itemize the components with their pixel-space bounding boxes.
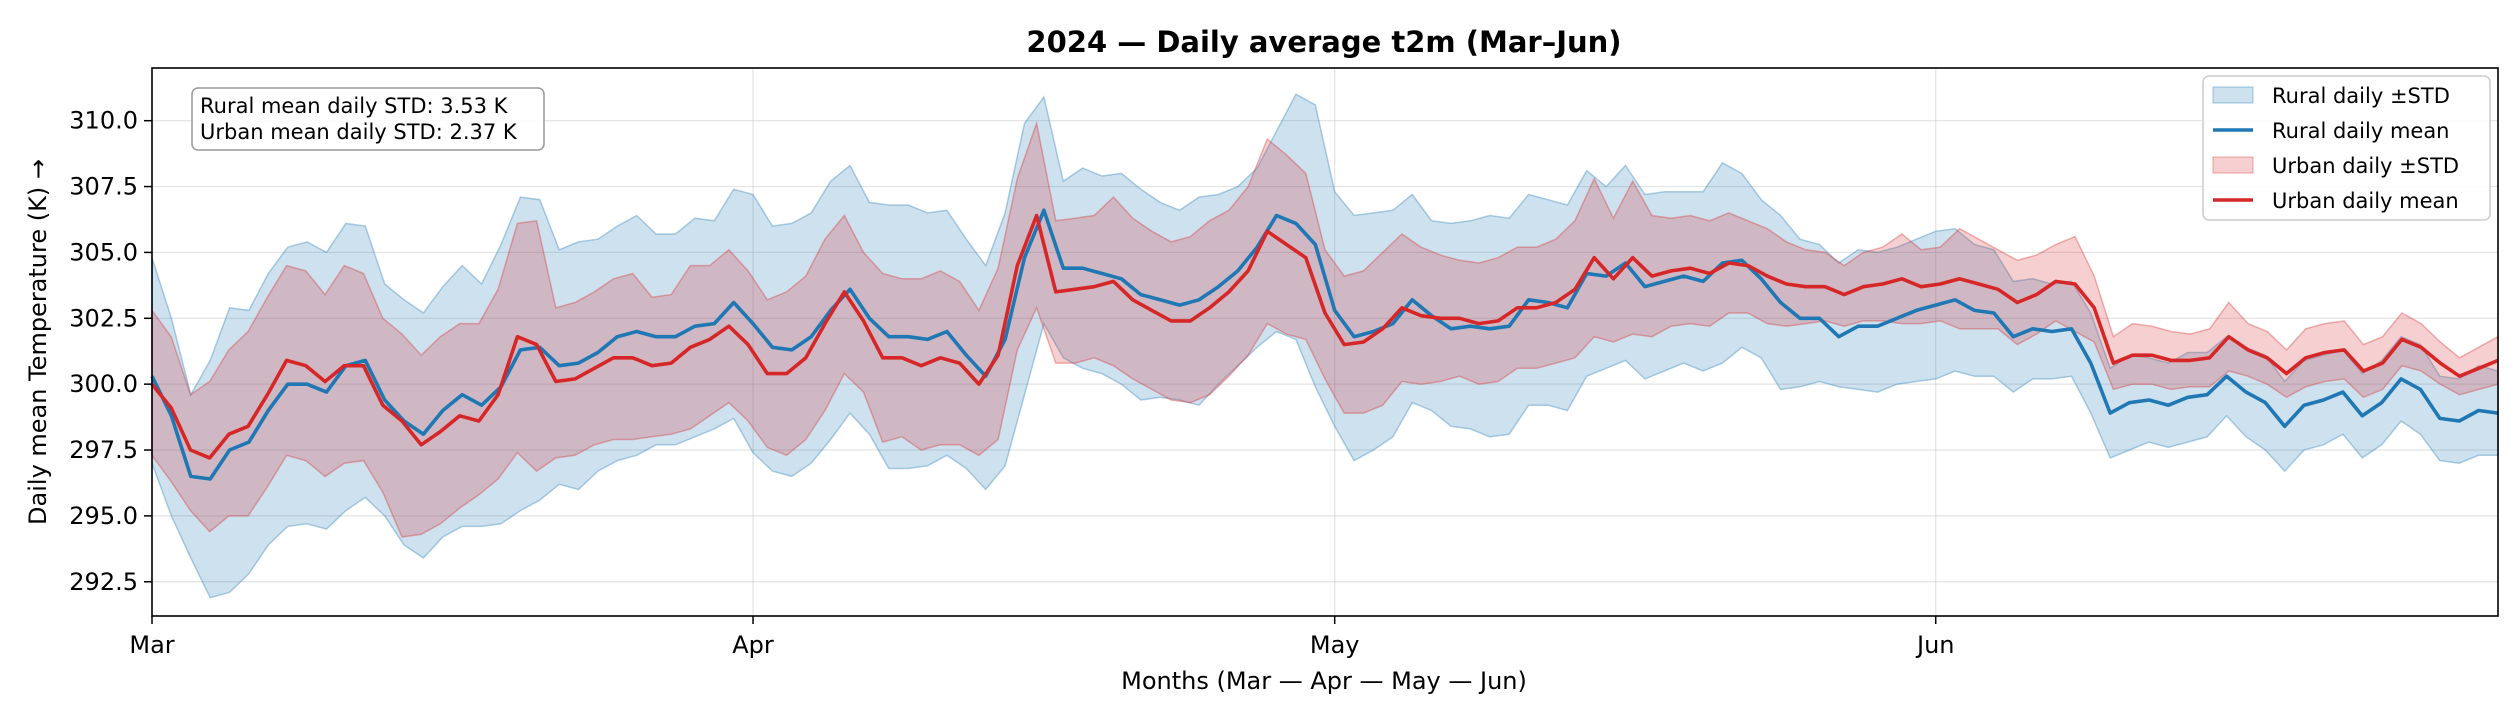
y-tick-label: 297.5 [69,436,138,464]
mean-lines [150,208,2499,481]
chart-title: 2024 — Daily average t2m (Mar–Jun) [1026,25,1621,59]
y-axis-label: Daily mean Temperature (K) → [24,159,52,525]
x-axis-label: Months (Mar — Apr — May — Jun) [1121,667,1527,695]
annotation-urban-std: Urban mean daily STD: 2.37 K [200,120,518,144]
x-tick-label: Mar [129,631,174,659]
grid [151,68,2498,616]
legend-label-urban-mean: Urban daily mean [2272,189,2459,213]
y-tick-label: 302.5 [69,304,138,332]
y-tick-label: 310.0 [69,107,138,135]
plot-frame [151,67,2499,617]
annotation-frame [191,87,545,151]
urban-mean-line [150,213,2499,460]
y-tick-label: 305.0 [69,238,138,266]
legend-swatch-urban-std [2212,156,2254,174]
y-tick-label: 307.5 [69,173,138,201]
legend-label-rural-std: Rural daily ±STD [2272,84,2450,108]
x-tick-label: Apr [732,631,774,659]
x-tick-label: May [1310,631,1360,659]
x-tick-label: Jun [1915,631,1955,659]
legend-label-rural-mean: Rural daily mean [2272,119,2450,143]
std-annotation-box: Rural mean daily STD: 3.53 K Urban mean … [191,87,545,151]
legend: Rural daily ±STD Rural daily mean Urban … [2202,75,2491,221]
y-axis-ticks: 292.5 295.0 297.5 300.0 302.5 305.0 307.5 310.0 [69,107,152,596]
legend-swatch-rural-std [2212,86,2254,104]
std-bands [151,93,2499,599]
y-tick-label: 300.0 [69,370,138,398]
legend-label-urban-std: Urban daily ±STD [2272,154,2459,178]
x-axis-ticks: Mar Apr May Jun [129,616,1954,659]
y-tick-label: 292.5 [69,568,138,596]
legend-frame [2202,75,2491,221]
annotation-rural-std: Rural mean daily STD: 3.53 K [200,94,509,118]
rural-mean-line [150,208,2499,481]
y-tick-label: 295.0 [69,502,138,530]
